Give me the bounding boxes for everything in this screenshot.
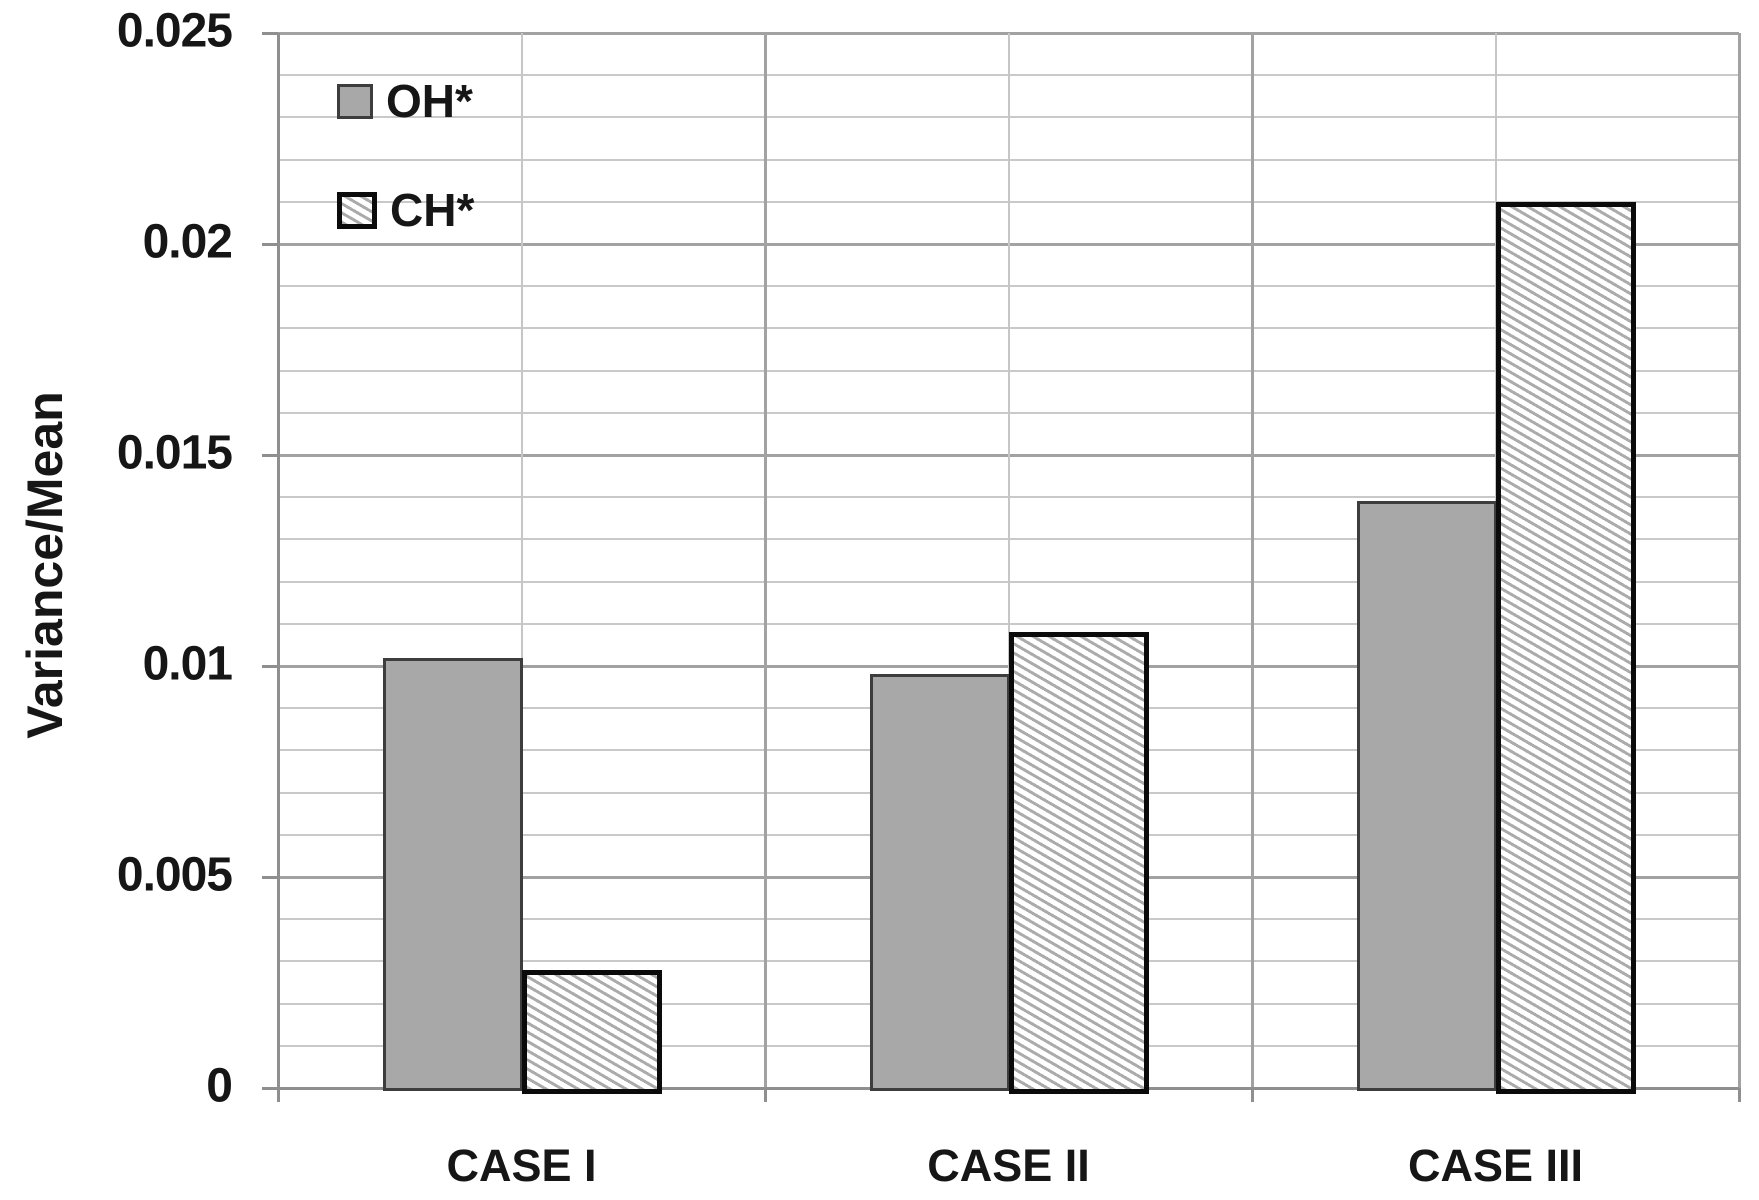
bar-ch-case-iii [1495,201,1636,1094]
y-tick-label: 0.005 [116,848,233,902]
category-boundary-gridline [1250,33,1254,1088]
x-axis-tick [1250,1088,1254,1102]
category-center-gridline [1007,33,1010,1088]
bar-oh-case-ii [869,674,1010,1091]
y-axis-tick [262,242,278,246]
y-axis-tick [262,31,278,35]
category-boundary-gridline [1737,33,1741,1088]
legend-swatch-oh [337,83,373,119]
legend-label-ch: CH* [390,184,475,236]
y-tick-label: 0 [206,1059,233,1113]
x-category-label-case-i: CASE I [446,1140,597,1191]
bar-oh-case-i [382,657,523,1091]
bar-oh-case-iii [1356,501,1497,1091]
legend-item-oh: OH* [337,75,473,127]
y-tick-label: 0.025 [116,4,233,58]
y-tick-label: 0.01 [142,637,233,691]
y-tick-label: 0.015 [116,426,233,480]
x-axis-tick [763,1088,767,1102]
category-boundary-gridline [763,33,767,1088]
x-category-label-case-ii: CASE II [927,1140,1090,1191]
bar-ch-case-ii [1008,632,1149,1094]
x-axis-tick [276,1088,280,1102]
y-axis-tick [262,453,278,457]
y-tick-label: 0.02 [142,215,233,269]
legend-label-oh: OH* [386,75,473,127]
x-category-label-case-iii: CASE III [1407,1140,1584,1191]
y-axis-tick [262,1086,278,1090]
y-axis-line [276,33,280,1102]
category-center-gridline [520,33,523,1088]
y-axis-tick [262,664,278,668]
bar-ch-case-i [521,969,662,1094]
x-axis-tick [1737,1088,1741,1102]
legend-swatch-ch [337,191,377,229]
y-axis-tick [262,875,278,879]
legend-item-ch: CH* [337,184,474,236]
